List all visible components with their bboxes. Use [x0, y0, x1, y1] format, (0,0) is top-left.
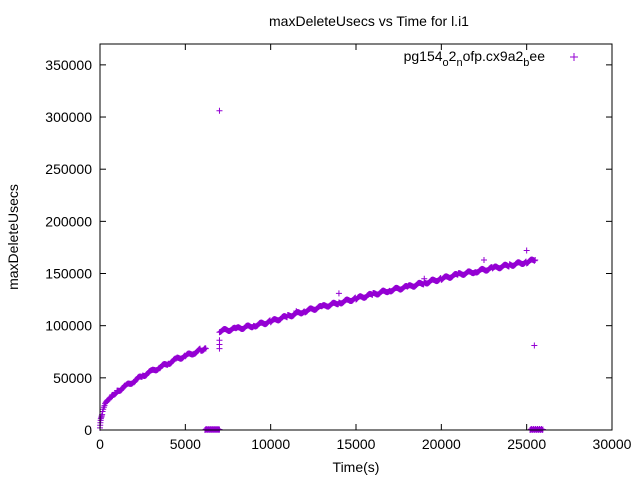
x-tick-label: 10000 — [251, 436, 290, 452]
outlier-point — [421, 275, 428, 282]
tick-labels: 0 5000 10000 15000 20000 25000 300000500001000… — [45, 57, 631, 452]
data-point — [531, 257, 538, 264]
x-tick-label: 15000 — [337, 436, 376, 452]
x-tick-label: 20000 — [422, 436, 461, 452]
data-point — [216, 426, 223, 433]
x-tick-label: 0 — [96, 436, 104, 452]
outlier-point — [531, 342, 538, 349]
legend-marker — [570, 53, 578, 61]
y-axis-label: maxDeleteUsecs — [5, 184, 21, 290]
x-axis-label: Time(s) — [333, 459, 380, 475]
plot-frame — [99, 43, 613, 431]
y-tick-label: 200000 — [45, 213, 92, 229]
outlier-point — [216, 107, 223, 114]
data-point — [202, 345, 209, 352]
data-point — [538, 425, 545, 432]
data-point — [111, 391, 118, 398]
outlier-point — [293, 308, 300, 315]
y-tick-label: 50000 — [53, 370, 92, 386]
outlier-point — [335, 290, 342, 297]
x-tick-label: 30000 — [593, 436, 632, 452]
y-tick-label: 350000 — [45, 57, 92, 73]
legend-label: pg154o2nofp.cx9a2bee — [404, 48, 546, 69]
x-tick-label: 5000 — [170, 436, 201, 452]
legend: pg154o2nofp.cx9a2bee — [404, 48, 578, 69]
y-tick-label: 100000 — [45, 318, 92, 334]
data-point — [215, 425, 222, 432]
y-tick-label: 250000 — [45, 161, 92, 177]
data-point — [539, 426, 546, 433]
chart-title: maxDeleteUsecs vs Time for l.i1 — [269, 13, 469, 29]
outlier-point — [216, 345, 223, 352]
axes — [99, 43, 613, 431]
outlier-point — [481, 256, 487, 263]
outlier-point — [523, 247, 530, 254]
y-tick-label: 150000 — [45, 266, 92, 282]
data-points — [97, 107, 546, 433]
tick-marks — [99, 44, 613, 431]
y-tick-label: 300000 — [45, 109, 92, 125]
x-tick-label: 25000 — [507, 436, 546, 452]
data-point — [532, 256, 539, 263]
y-tick-label: 0 — [84, 422, 92, 438]
